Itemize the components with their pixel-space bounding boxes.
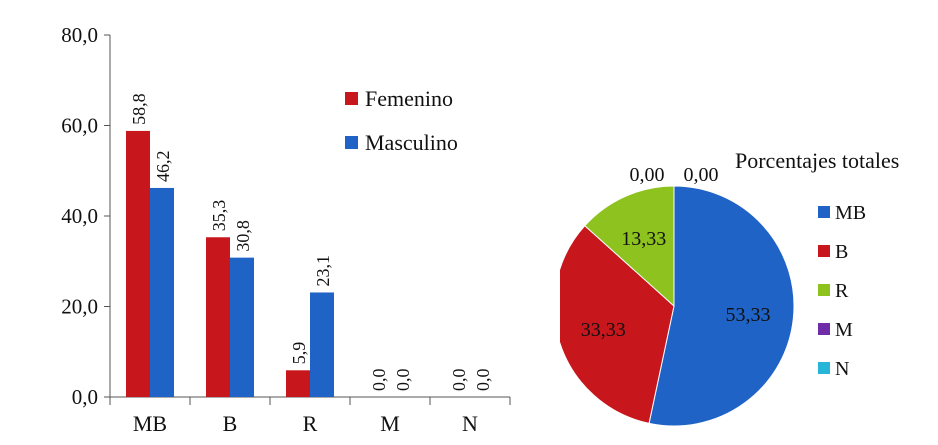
pie-slice-r [584, 185, 675, 308]
bar-femenino-mb [126, 130, 150, 397]
legend-swatch-masculino [345, 136, 358, 149]
pie-slice-mb [648, 185, 795, 427]
bar-data-label: 0,0 [369, 369, 389, 392]
bar-data-label: 58,8 [129, 93, 149, 125]
y-tick-label: 80,0 [61, 23, 98, 47]
x-tick-label: MB [133, 411, 167, 436]
pie-data-label: 33,33 [581, 319, 626, 341]
legend-label-r: R [835, 280, 849, 302]
bar-chart-panel: 0,0 20,0 40,0 60,0 80,0 MB B R M N 58,8 35,3 5,9 0,0 0… [61, 23, 511, 436]
pie-data-label: 0,00 [630, 164, 665, 186]
pie-title: Porcentajes totales [735, 148, 899, 173]
x-tick-label: M [380, 411, 400, 436]
legend-swatch-mb [818, 206, 830, 218]
legend-swatch-femenino [345, 92, 358, 105]
bar-femenino-r [286, 370, 310, 397]
bar-masculino-r [310, 292, 334, 397]
legend-label-femenino: Femenino [365, 86, 453, 111]
legend-swatch-m [818, 323, 830, 335]
legend-swatch-b [818, 245, 830, 257]
bar-data-label: 46,2 [153, 150, 173, 182]
legend-swatch-r [818, 284, 830, 296]
bar-femenino-b [206, 237, 230, 397]
pie-data-label: 0,00 [684, 164, 719, 186]
legend-swatch-n [818, 362, 830, 374]
bar-data-label: 0,0 [473, 369, 493, 392]
y-tick-label: 40,0 [61, 204, 98, 228]
y-tick-label: 20,0 [61, 295, 98, 319]
bar-chart: 0,020,040,060,080,0MB B R M N58,835,35,90,0 0… [61, 23, 511, 436]
legend-label-masculino: Masculino [365, 130, 458, 155]
legend-label-mb: MB [835, 202, 866, 224]
bar-data-label: 5,9 [289, 342, 309, 365]
bar-masculino-b [230, 257, 254, 397]
legend-label-b: B [835, 241, 848, 263]
pie-slice-b [553, 224, 675, 424]
x-tick-label: B [223, 411, 238, 436]
pie-chart: Porcentajes totales 53,33 33,33 13,33 0,00 0,… [553, 148, 899, 427]
bar-data-label: 0,0 [449, 369, 469, 392]
legend-label-m: M [835, 319, 853, 341]
bar-data-label: 23,1 [313, 255, 333, 287]
x-tick-label: N [462, 411, 478, 436]
bar-data-label: 35,3 [209, 200, 229, 232]
pie-data-label: 53,33 [725, 304, 770, 326]
bar-data-label: 0,0 [393, 369, 413, 392]
y-tick-label: 60,0 [61, 114, 98, 138]
pie-chart-panel: Porcentajes totales 53,33 33,33 13,33 0,00 0,… [553, 0, 938, 440]
legend-label-n: N [835, 358, 849, 380]
bar-data-label: 30,8 [233, 220, 253, 252]
x-tick-label: R [303, 411, 318, 436]
y-tick-label: 0,0 [72, 385, 98, 409]
bar-masculino-mb [150, 187, 174, 397]
pie-data-label: 13,33 [621, 228, 666, 250]
